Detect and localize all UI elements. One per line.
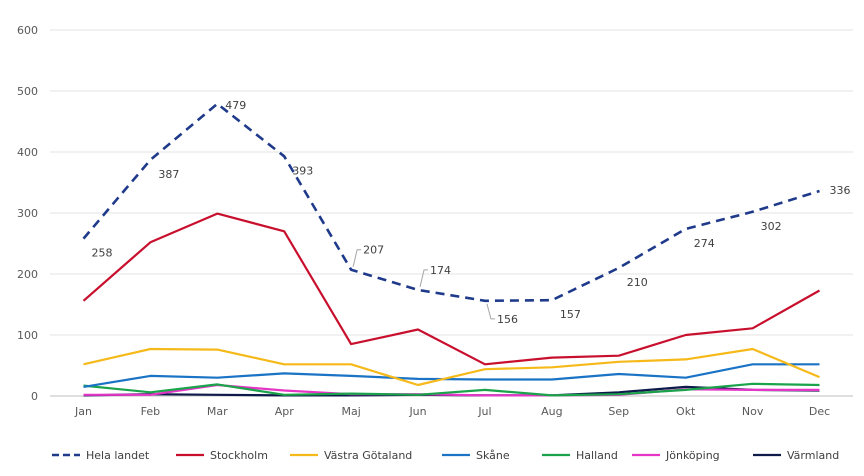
data-label: 336 (830, 184, 851, 197)
data-label-leader (352, 249, 362, 267)
y-tick-label: 100 (17, 329, 38, 342)
data-label: 387 (158, 168, 179, 181)
legend-label: Skåne (476, 449, 510, 462)
data-labels: 258 387 479 393 207 174 156 157 210 274 302 336 (91, 99, 850, 326)
data-label: 479 (225, 99, 246, 112)
x-tick-label: Jul (477, 405, 491, 418)
series-lines (82, 102, 821, 397)
series-line-skåne (83, 363, 820, 388)
data-label: 274 (694, 237, 715, 250)
y-tick-label: 200 (17, 268, 38, 281)
x-tick-label: Apr (275, 405, 295, 418)
legend-label: Stockholm (210, 449, 268, 462)
y-axis-ticks: 0 100 200 300 400 500 600 (17, 24, 38, 403)
legend-label: Hela landet (86, 449, 150, 462)
x-tick-label: Jun (408, 405, 426, 418)
x-tick-label: Maj (341, 405, 360, 418)
x-tick-label: Jan (74, 405, 92, 418)
x-tick-label: Feb (141, 405, 160, 418)
x-tick-label: Okt (676, 405, 696, 418)
data-label: 258 (91, 247, 112, 260)
data-label: 210 (627, 276, 648, 289)
data-label: 393 (292, 164, 313, 177)
legend-label: Värmland (787, 449, 839, 462)
x-tick-label: Dec (809, 405, 830, 418)
series-line-hela-landet (82, 102, 820, 303)
y-tick-label: 300 (17, 207, 38, 220)
data-label: 157 (560, 308, 581, 321)
x-tick-label: Sep (608, 405, 629, 418)
gridlines (50, 29, 853, 397)
y-tick-label: 500 (17, 85, 38, 98)
x-tick-label: Mar (207, 405, 228, 418)
legend-label: Jönköping (665, 449, 720, 462)
data-label: 174 (430, 264, 451, 277)
y-tick-label: 600 (17, 24, 38, 37)
x-tick-label: Aug (541, 405, 562, 418)
data-label-leader (419, 269, 429, 287)
x-tick-label: Nov (742, 405, 764, 418)
data-label: 302 (761, 220, 782, 233)
series-line-halland (83, 382, 820, 397)
y-tick-label: 0 (31, 390, 38, 403)
series-line-västra-götaland (83, 347, 820, 387)
legend: Hela landet Stockholm Västra Götaland Skåne… (52, 449, 839, 462)
y-tick-label: 400 (17, 146, 38, 159)
data-label: 156 (497, 313, 518, 326)
legend-label: Halland (576, 449, 618, 462)
legend-label: Västra Götaland (324, 449, 412, 462)
x-axis-ticks: Jan Feb Mar Apr Maj Jun Jul Aug Sep Okt Nov Dec (74, 405, 830, 418)
data-label-leader (486, 303, 495, 320)
series-line-stockholm (82, 212, 821, 366)
data-label: 207 (363, 244, 384, 257)
